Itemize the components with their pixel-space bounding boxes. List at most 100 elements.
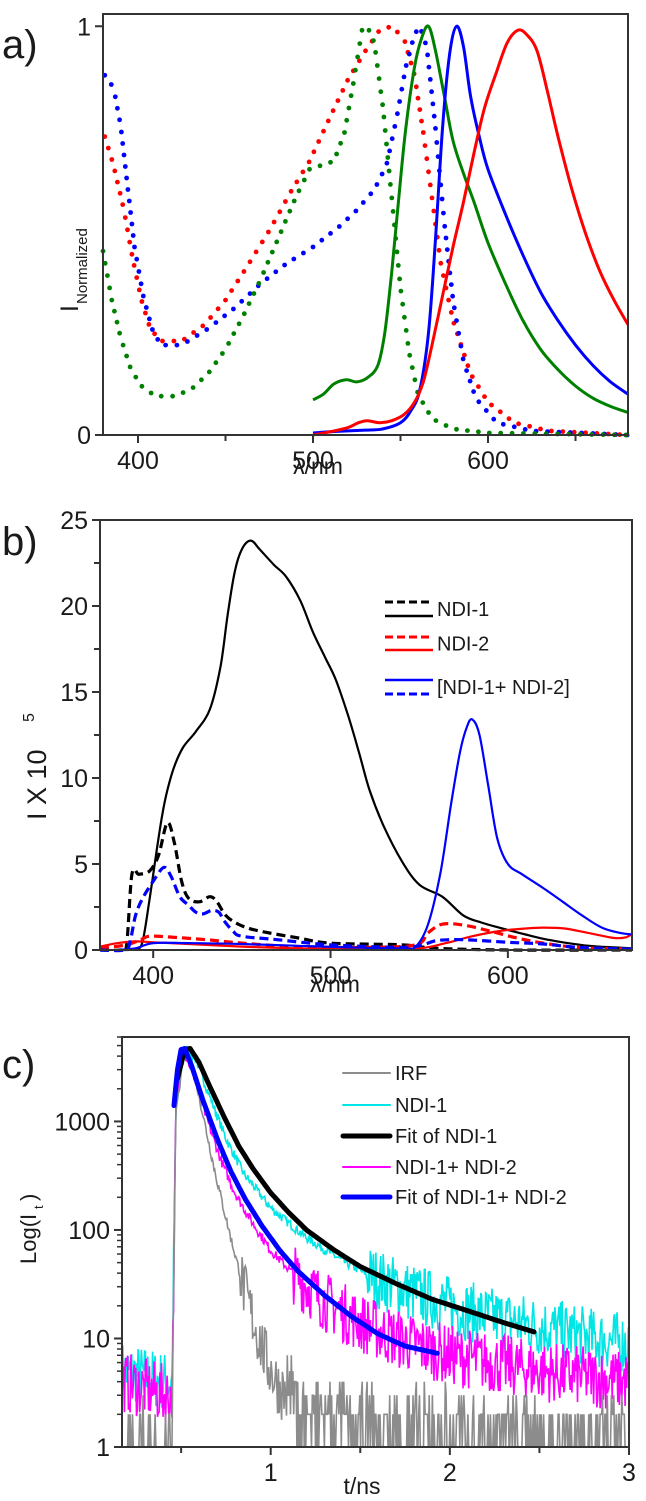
data-point (112, 308, 117, 314)
series-ndi-1-ndi-2-solid (117, 718, 633, 952)
data-point (170, 393, 176, 399)
legend-entry-fit-of-ndi-1: Fit of NDI-1 (340, 1126, 497, 1148)
data-point (112, 168, 118, 174)
data-point (291, 256, 297, 262)
data-point (482, 394, 487, 399)
data-point (439, 196, 445, 202)
data-point (122, 215, 128, 221)
data-point (328, 231, 333, 236)
data-point (442, 223, 448, 229)
data-point (119, 129, 124, 135)
x-tick-label: 3 (622, 1459, 636, 1487)
data-point (399, 86, 405, 92)
panel-a: a) 400 500 600 01 λ/nm I Normalized (2, 13, 630, 479)
x-tick-label: 600 (467, 447, 509, 475)
data-point (549, 428, 554, 434)
data-point (409, 365, 415, 370)
data-point (143, 305, 149, 310)
data-point (476, 429, 481, 435)
data-point (406, 51, 412, 57)
data-point (185, 339, 190, 344)
x-tick-label: 1 (264, 1459, 278, 1487)
data-point (282, 262, 287, 268)
panel-a-label: a) (2, 23, 38, 67)
data-point (325, 118, 331, 124)
data-point (120, 202, 126, 208)
x-tick-label: 2 (443, 1459, 457, 1487)
data-point (409, 40, 415, 45)
panel-a-y-axis-title-main: I (56, 305, 84, 312)
data-point (426, 169, 431, 175)
data-point (448, 282, 454, 287)
data-point (124, 353, 129, 359)
data-point (330, 108, 336, 114)
data-point (497, 409, 503, 415)
data-point (256, 281, 262, 286)
data-point (400, 301, 406, 307)
data-point (191, 330, 197, 335)
legend-label: NDI-1 (395, 1095, 447, 1117)
data-point (389, 195, 395, 201)
series-ndi-2-dashed (99, 921, 633, 951)
data-point (117, 117, 122, 123)
panel-a-series (100, 24, 630, 438)
data-point (344, 117, 350, 123)
data-point (140, 293, 146, 299)
panel-c-series (121, 1045, 630, 1448)
data-point (109, 157, 115, 162)
data-point (451, 305, 457, 311)
data-point (288, 188, 294, 194)
series-irf (122, 1049, 629, 1448)
data-point (346, 105, 352, 111)
data-point (427, 77, 433, 82)
data-point (222, 313, 228, 319)
data-point (223, 297, 228, 303)
legend-entry-irf: IRF (342, 1063, 427, 1085)
panel-b-series (99, 539, 633, 954)
data-point (246, 301, 252, 306)
data-point (454, 426, 459, 432)
data-point (155, 337, 161, 342)
data-point (107, 285, 112, 291)
legend-entry-ndi-1-ndi-2: NDI-1+ NDI-2 (342, 1157, 517, 1179)
data-point (464, 368, 469, 373)
data-point (471, 389, 476, 394)
panel-c-y-axis-title-end: ) (16, 1194, 41, 1201)
data-point (121, 152, 127, 158)
data-point (423, 40, 428, 46)
data-point (273, 269, 279, 275)
data-point (360, 200, 366, 205)
data-point (215, 306, 221, 312)
data-point (433, 418, 439, 423)
series-fit-of-ndi-1 (175, 1046, 537, 1335)
data-point (345, 77, 350, 83)
data-point (433, 125, 438, 131)
panel-c-frame (121, 1036, 630, 1448)
y-tick-label: 0 (74, 937, 88, 965)
panel-c-y-axis-title-main: Log(I (16, 1214, 41, 1264)
data-point (412, 377, 418, 383)
data-point (374, 63, 380, 68)
data-point (283, 219, 288, 224)
data-point (317, 163, 323, 169)
data-point (386, 24, 392, 30)
data-point (307, 166, 312, 172)
data-point (446, 297, 451, 303)
data-point (355, 54, 360, 60)
data-point (395, 263, 401, 268)
data-point (150, 327, 155, 332)
data-point (465, 363, 471, 369)
y-tick-label: 1 (77, 13, 91, 41)
data-point (114, 319, 120, 325)
data-point (350, 81, 356, 86)
series-ndi-1-ndi-2-dashed (99, 865, 633, 953)
legend-entry-ndi-1: NDI-1 (342, 1095, 447, 1117)
x-tick-label: 500 (292, 447, 334, 475)
data-point (124, 175, 129, 181)
series-blue-absorption (102, 29, 630, 438)
data-point (415, 95, 421, 101)
y-tick-label: 25 (60, 507, 88, 535)
data-point (241, 311, 247, 317)
data-point (374, 182, 380, 187)
data-point (441, 273, 446, 278)
